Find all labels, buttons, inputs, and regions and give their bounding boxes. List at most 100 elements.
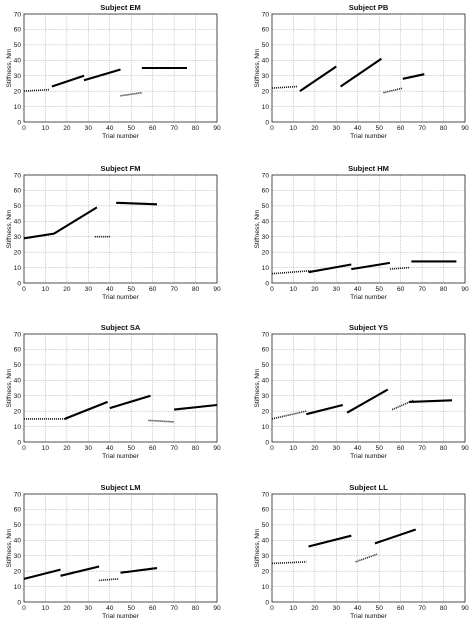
x-tick-label: 40 <box>354 605 362 612</box>
y-tick-label: 60 <box>262 188 270 195</box>
y-tick-label: 50 <box>14 203 22 210</box>
plot-frame <box>23 493 218 603</box>
x-tick-label: 30 <box>85 125 93 132</box>
y-tick-label: 20 <box>262 249 270 256</box>
dotted-series-segment <box>355 553 378 563</box>
plot-frame <box>271 174 466 284</box>
y-tick-label: 30 <box>14 73 22 80</box>
y-tick-label: 70 <box>14 11 22 18</box>
panel-subject-hm: Subject HM 0 10 20 30 40 50 60 70 80 90 0 10 20 30 40 50… <box>254 164 469 301</box>
y-tick-label: 40 <box>14 219 22 226</box>
x-tick-label: 70 <box>170 605 178 612</box>
solid-series-segment <box>173 403 218 411</box>
y-tick-label: 20 <box>262 88 270 95</box>
panel-subject-em: Subject EM 0 10 20 30 40 50 60 70 80 90 0 10 20 30 40 50… <box>6 3 221 140</box>
x-axis-label: Trial number <box>350 613 388 620</box>
y-tick-label: 70 <box>262 491 270 498</box>
y-tick-label: 50 <box>262 522 270 529</box>
x-axis-label: Trial number <box>102 453 140 460</box>
panel-subject-fm: Subject FM 0 10 20 30 40 50 60 70 80 90 0 10 20 30 40 50… <box>6 164 221 301</box>
x-tick-label: 10 <box>42 286 50 293</box>
x-tick-label: 80 <box>192 445 200 452</box>
x-tick-label: 80 <box>192 125 200 132</box>
y-tick-label: 10 <box>14 424 22 431</box>
x-tick-label: 50 <box>376 286 384 293</box>
y-tick-label: 50 <box>14 522 22 529</box>
dotted-series-segment <box>389 266 410 270</box>
x-tick-label: 30 <box>333 605 341 612</box>
y-axis-label: Stiffness, Nm <box>6 368 13 408</box>
solid-series-segment <box>340 57 382 88</box>
plot-frame <box>23 13 218 123</box>
dotted-series-segment <box>120 91 143 97</box>
x-axis-label: Trial number <box>350 294 388 301</box>
x-tick-label: 40 <box>106 445 114 452</box>
x-tick-label: 0 <box>22 125 26 132</box>
x-tick-label: 30 <box>333 125 341 132</box>
y-tick-label: 50 <box>262 203 270 210</box>
x-tick-label: 30 <box>85 605 93 612</box>
x-tick-label: 50 <box>128 286 136 293</box>
solid-series-segment <box>346 388 389 414</box>
solid-series-segment <box>120 567 158 574</box>
x-tick-label: 80 <box>440 125 448 132</box>
y-tick-label: 10 <box>262 265 270 272</box>
x-tick-label: 50 <box>376 445 384 452</box>
y-tick-label: 50 <box>262 362 270 369</box>
y-tick-label: 60 <box>14 27 22 34</box>
x-tick-label: 80 <box>440 605 448 612</box>
x-tick-label: 90 <box>461 445 469 452</box>
y-tick-label: 40 <box>262 538 270 545</box>
y-tick-label: 0 <box>265 439 269 446</box>
panel-title: Subject LM <box>100 483 140 492</box>
panel-title: Subject SA <box>101 323 141 332</box>
y-tick-label: 30 <box>262 553 270 560</box>
solid-series-segment <box>409 399 453 403</box>
x-tick-label: 20 <box>63 286 71 293</box>
x-tick-label: 90 <box>213 125 221 132</box>
y-tick-label: 0 <box>17 119 21 126</box>
x-tick-label: 60 <box>149 125 157 132</box>
x-tick-label: 30 <box>85 286 93 293</box>
y-tick-label: 0 <box>265 119 269 126</box>
y-tick-label: 0 <box>17 280 21 287</box>
x-tick-label: 20 <box>311 125 319 132</box>
x-tick-label: 70 <box>418 445 426 452</box>
y-tick-label: 10 <box>262 424 270 431</box>
y-tick-label: 0 <box>265 280 269 287</box>
x-tick-label: 40 <box>354 445 362 452</box>
x-tick-label: 70 <box>418 605 426 612</box>
y-tick-label: 0 <box>17 439 21 446</box>
x-tick-label: 50 <box>376 605 384 612</box>
x-tick-label: 80 <box>192 605 200 612</box>
x-tick-label: 60 <box>397 286 405 293</box>
solid-series-segment <box>306 403 344 416</box>
x-tick-label: 10 <box>290 125 298 132</box>
y-tick-label: 20 <box>14 88 22 95</box>
solid-series-segment <box>23 568 61 580</box>
solid-series-segment <box>374 528 417 545</box>
panel-title: Subject FM <box>100 164 140 173</box>
y-tick-label: 40 <box>14 58 22 65</box>
x-axis-label: Trial number <box>102 294 140 301</box>
x-tick-label: 0 <box>270 125 274 132</box>
solid-series-segment <box>299 65 337 92</box>
y-tick-label: 60 <box>14 347 22 354</box>
x-tick-label: 40 <box>106 605 114 612</box>
dotted-series-segment <box>383 87 403 94</box>
plot-frame <box>271 493 466 603</box>
x-tick-label: 60 <box>397 445 405 452</box>
x-axis-label: Trial number <box>102 613 140 620</box>
x-tick-label: 60 <box>149 286 157 293</box>
y-tick-label: 20 <box>14 249 22 256</box>
dotted-series-segment <box>271 269 311 275</box>
y-axis-label: Stiffness, Nm <box>254 48 261 88</box>
panel-subject-sa: Subject SA 0 10 20 30 40 50 60 70 80 90 0 10 20 30 40 50… <box>6 323 221 460</box>
x-tick-label: 0 <box>22 605 26 612</box>
panel-subject-pb: Subject PB 0 10 20 30 40 50 60 70 80 90 0 10 20 30 40 50… <box>254 3 469 140</box>
y-tick-label: 30 <box>14 234 22 241</box>
y-tick-label: 40 <box>262 378 270 385</box>
x-tick-label: 40 <box>106 286 114 293</box>
y-axis-label: Stiffness, Nm <box>6 48 13 88</box>
